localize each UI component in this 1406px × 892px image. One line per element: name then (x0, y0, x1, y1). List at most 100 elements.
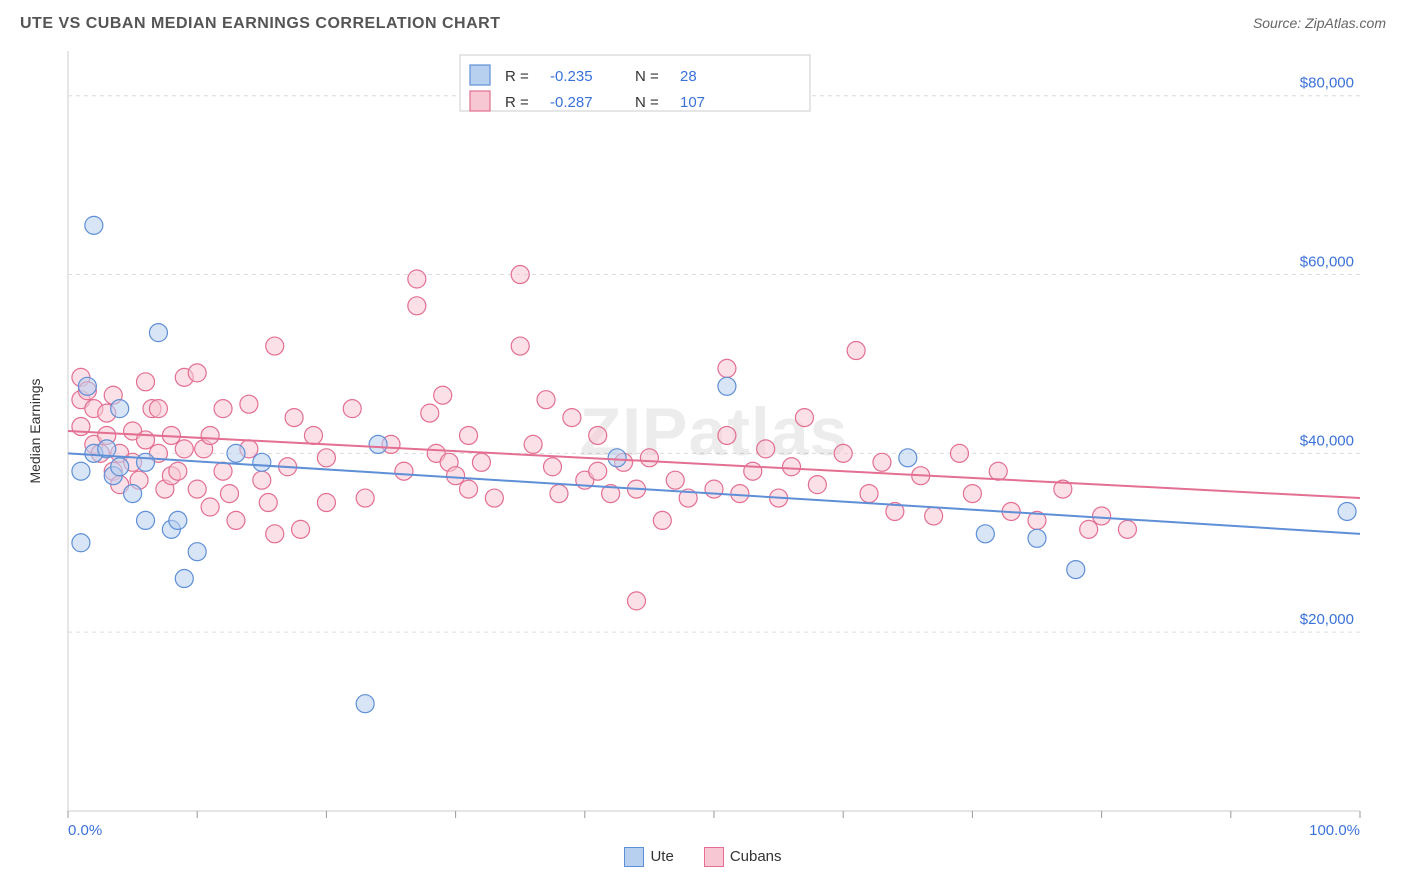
legend-item: Ute (624, 847, 673, 867)
scatter-point (266, 525, 284, 543)
scatter-point (343, 400, 361, 418)
scatter-point (369, 435, 387, 453)
scatter-point (304, 426, 322, 444)
scatter-point (395, 462, 413, 480)
legend-swatch (624, 847, 644, 867)
scatter-point (214, 462, 232, 480)
x-tick-label: 100.0% (1309, 822, 1360, 839)
scatter-point (460, 426, 478, 444)
scatter-point (214, 400, 232, 418)
scatter-point (285, 409, 303, 427)
y-axis-title: Median Earnings (27, 378, 43, 483)
scatter-point (434, 386, 452, 404)
stats-legend: R =-0.235N =28R =-0.287N =107 (460, 55, 810, 111)
legend-label: Cubans (730, 848, 782, 865)
scatter-point (873, 453, 891, 471)
scatter-point (795, 409, 813, 427)
scatter-point (111, 400, 129, 418)
svg-text:R =: R = (505, 94, 529, 111)
svg-text:-0.235: -0.235 (550, 68, 593, 85)
scatter-point (550, 485, 568, 503)
scatter-point (1080, 520, 1098, 538)
scatter-point (137, 511, 155, 529)
scatter-point (85, 216, 103, 234)
scatter-point (834, 444, 852, 462)
scatter-point (627, 592, 645, 610)
scatter-point (169, 511, 187, 529)
scatter-point (731, 485, 749, 503)
scatter-point (511, 266, 529, 284)
scatter-point (666, 471, 684, 489)
scatter-point (253, 453, 271, 471)
chart-title: UTE VS CUBAN MEDIAN EARNINGS CORRELATION… (20, 15, 500, 33)
legend-label: Ute (650, 848, 673, 865)
scatter-point (847, 342, 865, 360)
svg-text:N =: N = (635, 94, 659, 111)
scatter-point (201, 498, 219, 516)
scatter-point (408, 270, 426, 288)
source-attribution: Source: ZipAtlas.com (1253, 15, 1386, 31)
scatter-point (149, 400, 167, 418)
scatter-point (705, 480, 723, 498)
scatter-point (188, 364, 206, 382)
scatter-point (511, 337, 529, 355)
svg-text:R =: R = (505, 68, 529, 85)
scatter-point (124, 485, 142, 503)
scatter-point (169, 462, 187, 480)
scatter-point (149, 324, 167, 342)
scatter-point (72, 462, 90, 480)
scatter-point (1118, 520, 1136, 538)
scatter-point (925, 507, 943, 525)
legend-swatch (704, 847, 724, 867)
scatter-point (524, 435, 542, 453)
scatter-point (292, 520, 310, 538)
scatter-point (227, 444, 245, 462)
legend-item: Cubans (704, 847, 782, 867)
scatter-point (1093, 507, 1111, 525)
scatter-point (899, 449, 917, 467)
y-tick-label: $40,000 (1300, 432, 1354, 449)
scatter-point (201, 426, 219, 444)
x-tick-label: 0.0% (68, 822, 102, 839)
scatter-point (976, 525, 994, 543)
series-legend: Ute Cubans (20, 847, 1386, 867)
scatter-point (356, 695, 374, 713)
scatter-point (860, 485, 878, 503)
scatter-point (718, 359, 736, 377)
scatter-point (537, 391, 555, 409)
scatter-point (188, 480, 206, 498)
scatter-point (111, 458, 129, 476)
scatter-point (137, 431, 155, 449)
scatter-point (640, 449, 658, 467)
y-tick-label: $60,000 (1300, 254, 1354, 271)
scatter-point (1067, 561, 1085, 579)
scatter-point (421, 404, 439, 422)
scatter-point (253, 471, 271, 489)
scatter-point (608, 449, 626, 467)
scatter-point (175, 570, 193, 588)
scatter-point (188, 543, 206, 561)
scatter-point (266, 337, 284, 355)
scatter-point (221, 485, 239, 503)
scatter-point (544, 458, 562, 476)
scatter-point (1338, 502, 1356, 520)
scatter-point (137, 453, 155, 471)
scatter-point (989, 462, 1007, 480)
scatter-point (744, 462, 762, 480)
scatter-point (175, 440, 193, 458)
scatter-point (447, 467, 465, 485)
correlation-scatter-chart: $20,000 $40,000 $60,000 $80,000 0.0% 100.0% Me… (20, 41, 1386, 841)
scatter-point (317, 449, 335, 467)
scatter-point (472, 453, 490, 471)
scatter-point (757, 440, 775, 458)
scatter-point (963, 485, 981, 503)
scatter-point (1028, 529, 1046, 547)
scatter-point (808, 476, 826, 494)
scatter-point (72, 534, 90, 552)
y-tick-label: $80,000 (1300, 75, 1354, 92)
scatter-point (460, 480, 478, 498)
scatter-point (718, 426, 736, 444)
y-tick-label: $20,000 (1300, 611, 1354, 628)
scatter-point (137, 373, 155, 391)
scatter-point (78, 377, 96, 395)
